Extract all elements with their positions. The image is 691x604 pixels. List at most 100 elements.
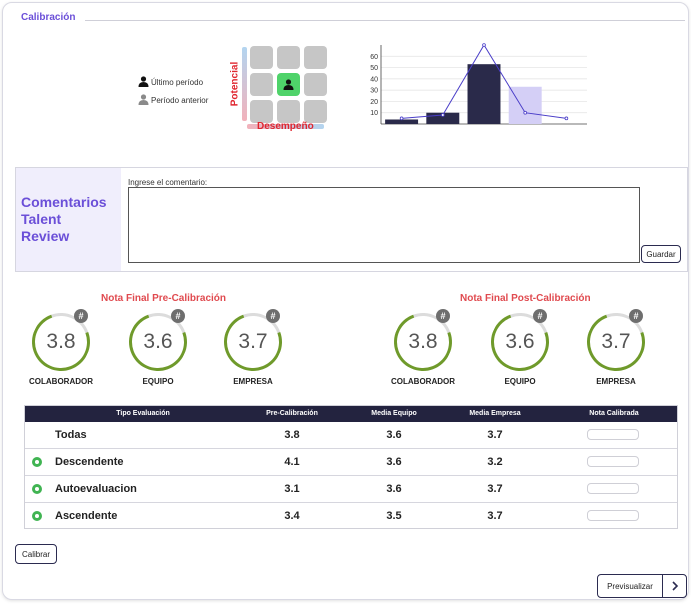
column-header: Nota Calibrada [589,410,639,417]
score-value: 3.8 [46,330,76,353]
legend-current: Último período [138,73,208,87]
calibrar-button[interactable]: Calibrar [15,544,57,564]
expand-row-icon[interactable] [32,484,42,494]
score-value: 3.8 [408,330,438,353]
line-point [399,116,404,121]
bar [426,112,460,124]
previsualizar-button[interactable]: Previsualizar [597,574,687,598]
line-point [441,113,445,117]
y-tick-label: 20 [370,99,378,106]
hash-icon[interactable]: # [436,309,450,323]
equipo-cell: 3.6 [386,456,402,468]
section-divider [85,20,685,21]
legend-previous-label: Período anterior [151,96,209,105]
desempeno-axis-label: Desempeño [257,121,314,132]
comments-title-line: Review [21,228,70,244]
comments-textarea[interactable] [128,187,640,263]
table-row: Descendente 4.1 3.6 3.2 [25,449,677,476]
tipo-cell: Autoevaluacion [55,483,137,495]
score-label: COLABORADOR [29,377,93,386]
matrix-cell[interactable] [277,100,300,123]
table-row: Todas 3.8 3.6 3.7 [25,422,677,449]
legend-current-label: Último período [151,78,204,87]
save-comment-button[interactable]: Guardar [641,245,681,263]
table-row: Ascendente 3.4 3.5 3.7 [25,503,677,530]
potencial-axis-bar [242,47,247,121]
score-label: EMPRESA [596,377,636,386]
expand-row-icon[interactable] [32,511,42,521]
equipo-cell: 3.6 [386,483,402,495]
previsualizar-label: Previsualizar [607,581,653,591]
matrix-cell[interactable] [277,46,300,69]
chevron-right-icon[interactable] [663,581,686,591]
nota-calibrada-input[interactable] [587,483,639,494]
hash-icon[interactable]: # [74,309,88,323]
equipo-cell: 3.6 [386,429,402,441]
matrix-cell-current[interactable] [277,73,300,96]
score-value: 3.7 [601,330,631,353]
pre-calibration-title: Nota Final Pre-Calibración [101,293,227,304]
matrix-cell[interactable] [250,46,273,69]
score-gauge: 3.6 # EQUIPO [119,303,197,393]
bar [467,64,501,124]
nota-calibrada-input[interactable] [587,456,639,467]
distribution-chart: 10 20 30 40 50 60 [370,43,587,125]
nota-calibrada-input[interactable] [587,510,639,521]
line-point [564,116,569,121]
pre-cell: 4.1 [284,456,300,468]
matrix-legend: Último período Período anterior [138,73,208,109]
matrix-cell[interactable] [304,100,327,123]
score-gauge: 3.7 # EMPRESA [577,303,655,393]
line-point [523,110,528,115]
y-tick-label: 10 [370,110,378,117]
y-tick-label: 40 [370,76,378,83]
matrix-cell[interactable] [250,73,273,96]
empresa-cell: 3.7 [487,483,503,495]
empresa-cell: 3.7 [487,429,503,441]
column-header: Media Equipo [371,410,417,417]
nota-calibrada-input[interactable] [587,429,639,440]
comments-field-label: Ingrese el comentario: [128,178,208,187]
score-label: EQUIPO [504,377,536,386]
tipo-cell: Descendente [55,456,124,468]
section-title: Calibración [21,12,76,23]
line-point [482,43,486,47]
matrix-cell[interactable] [250,100,273,123]
empresa-cell: 3.7 [487,510,503,522]
y-tick-label: 60 [370,54,378,61]
post-calibration-title: Nota Final Post-Calibración [460,293,591,304]
comments-panel: Comentarios Talent Review Ingrese el com… [15,167,688,272]
nine-box-matrix [241,45,327,131]
bar [385,119,419,124]
column-header: Media Empresa [469,410,521,417]
equipo-cell: 3.5 [386,510,402,522]
tipo-cell: Todas [55,429,87,441]
table-row: Autoevaluacion 3.1 3.6 3.7 [25,476,677,503]
score-value: 3.6 [505,330,535,353]
legend-previous: Período anterior [138,91,208,105]
score-value: 3.7 [238,330,268,353]
evaluation-table: Tipo Evaluación Pre-Calibración Media Eq… [24,405,678,529]
y-tick-label: 50 [370,65,378,72]
hash-icon[interactable]: # [533,309,547,323]
matrix-cell[interactable] [304,73,327,96]
table-header: Tipo Evaluación Pre-Calibración Media Eq… [25,406,677,422]
hash-icon[interactable]: # [629,309,643,323]
hash-icon[interactable]: # [171,309,185,323]
bar [508,86,542,124]
pre-cell: 3.4 [284,510,300,522]
tipo-cell: Ascendente [55,510,118,522]
comments-title-line: Comentarios [21,194,107,210]
score-label: COLABORADOR [391,377,455,386]
expand-row-icon[interactable] [32,457,42,467]
score-gauge: 3.8 # COLABORADOR [384,303,462,393]
pre-cell: 3.1 [284,483,300,495]
score-gauge: 3.8 # COLABORADOR [22,303,100,393]
score-label: EQUIPO [142,377,174,386]
pre-cell: 3.8 [284,429,300,441]
matrix-cell[interactable] [304,46,327,69]
hash-icon[interactable]: # [266,309,280,323]
person-gray-icon [138,94,149,105]
score-label: EMPRESA [233,377,273,386]
